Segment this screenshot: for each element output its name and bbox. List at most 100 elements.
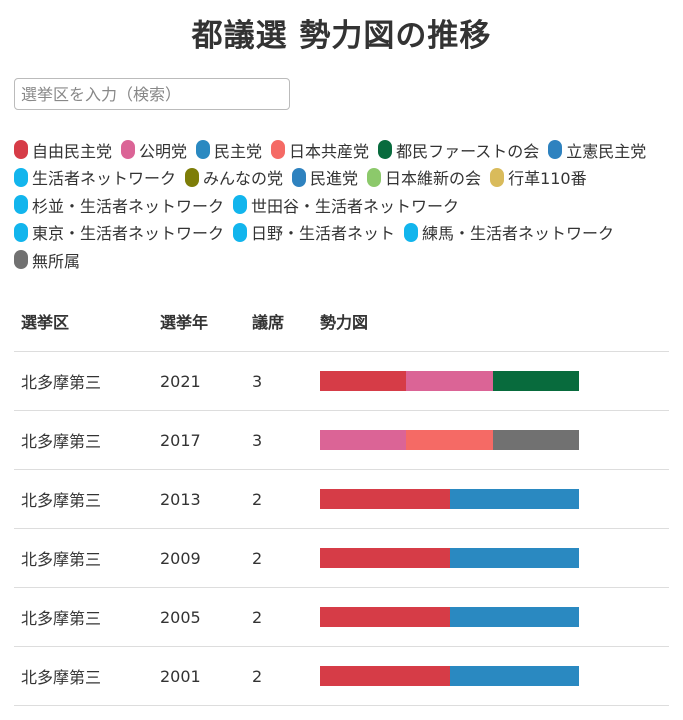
seat-segment bbox=[492, 430, 579, 450]
header-seats: 議席 bbox=[245, 291, 313, 352]
legend-label: 公明党 bbox=[139, 141, 188, 161]
legend-item: 東京・生活者ネットワーク bbox=[14, 219, 224, 247]
legend-swatch bbox=[14, 140, 28, 160]
legend: 自由民主党 公明党 民主党 日本共産党 都民ファーストの会 立憲民主党生活者ネットワーク み… bbox=[14, 136, 669, 274]
legend-item: 生活者ネットワーク bbox=[14, 164, 176, 192]
cell-year: 2009 bbox=[153, 528, 245, 588]
legend-swatch bbox=[233, 195, 248, 215]
legend-item: 無所属 bbox=[14, 246, 80, 274]
legend-swatch bbox=[378, 140, 393, 160]
seat-segment bbox=[320, 666, 450, 686]
legend-swatch bbox=[14, 250, 28, 270]
cell-district: 北多摩第三 bbox=[14, 469, 153, 529]
legend-swatch bbox=[233, 222, 248, 242]
legend-label: 東京・生活者ネットワーク bbox=[32, 224, 225, 244]
legend-label: 自由民主党 bbox=[32, 141, 113, 161]
seat-segment bbox=[449, 548, 579, 568]
cell-chart bbox=[313, 587, 669, 647]
legend-item: 世田谷・生活者ネットワーク bbox=[233, 191, 459, 219]
legend-label: 都民ファーストの会 bbox=[396, 141, 540, 161]
legend-swatch bbox=[14, 195, 28, 215]
legend-label: みんなの党 bbox=[203, 169, 284, 189]
table-header-row: 選挙区 選挙年 議席 勢力図 bbox=[14, 291, 669, 352]
legend-item: 都民ファーストの会 bbox=[378, 136, 539, 164]
legend-swatch bbox=[367, 167, 382, 187]
seat-bar bbox=[320, 607, 579, 627]
legend-label: 日野・生活者ネット bbox=[251, 224, 396, 244]
legend-label: 無所属 bbox=[32, 251, 81, 271]
cell-seats: 2 bbox=[245, 587, 313, 647]
seat-segment bbox=[406, 430, 493, 450]
legend-swatch bbox=[185, 167, 200, 187]
legend-swatch bbox=[271, 140, 286, 160]
seat-segment bbox=[320, 548, 450, 568]
seat-bar bbox=[320, 371, 579, 391]
legend-item: みんなの党 bbox=[185, 164, 283, 192]
seat-segment bbox=[492, 371, 579, 391]
cell-seats: 2 bbox=[245, 528, 313, 588]
legend-item: 日本維新の会 bbox=[367, 164, 481, 192]
seat-segment bbox=[449, 666, 579, 686]
legend-swatch bbox=[196, 140, 211, 160]
cell-district: 北多摩第三 bbox=[14, 410, 153, 470]
page-title: 都議選 勢力図の推移 bbox=[191, 18, 492, 54]
legend-item: 民進党 bbox=[292, 164, 358, 192]
cell-seats: 3 bbox=[245, 351, 313, 411]
legend-label: 日本共産党 bbox=[289, 141, 370, 161]
cell-district: 北多摩第三 bbox=[14, 646, 153, 706]
cell-year: 2021 bbox=[153, 351, 245, 411]
legend-label: 生活者ネットワーク bbox=[32, 169, 177, 189]
table-row: 北多摩第三 2017 3 bbox=[14, 410, 669, 470]
legend-swatch bbox=[404, 222, 419, 242]
legend-item: 練馬・生活者ネットワーク bbox=[404, 219, 614, 247]
legend-item: 日本共産党 bbox=[271, 136, 369, 164]
cell-seats: 2 bbox=[245, 469, 313, 529]
legend-label: 民進党 bbox=[310, 169, 359, 189]
cell-district: 北多摩第三 bbox=[14, 528, 153, 588]
cell-year: 2001 bbox=[153, 646, 245, 706]
seat-segment bbox=[320, 430, 407, 450]
table-row: 北多摩第三 2013 2 bbox=[14, 469, 669, 529]
seat-bar bbox=[320, 666, 579, 686]
cell-year: 2013 bbox=[153, 469, 245, 529]
legend-label: 杉並・生活者ネットワーク bbox=[32, 196, 225, 216]
table-row: 北多摩第三 2009 2 bbox=[14, 528, 669, 588]
legend-item: 日野・生活者ネット bbox=[233, 219, 395, 247]
seat-segment bbox=[320, 489, 450, 509]
legend-swatch bbox=[490, 167, 505, 187]
header-chart: 勢力図 bbox=[313, 291, 669, 352]
legend-item: 杉並・生活者ネットワーク bbox=[14, 191, 224, 219]
results-table: 選挙区 選挙年 議席 勢力図 北多摩第三 2021 3 北多摩第三 2017 3 北多摩第三… bbox=[14, 291, 669, 706]
table-row: 北多摩第三 2021 3 bbox=[14, 351, 669, 411]
legend-item: 公明党 bbox=[121, 136, 187, 164]
seat-segment bbox=[449, 489, 579, 509]
seat-bar bbox=[320, 489, 579, 509]
seat-segment bbox=[406, 371, 493, 391]
legend-label: 立憲民主党 bbox=[566, 141, 647, 161]
legend-item: 民主党 bbox=[196, 136, 262, 164]
header-year: 選挙年 bbox=[153, 291, 245, 352]
table-row: 北多摩第三 2001 2 bbox=[14, 646, 669, 706]
table-body: 北多摩第三 2021 3 北多摩第三 2017 3 北多摩第三 2013 2 北多摩第三 2009 2… bbox=[14, 351, 669, 706]
legend-label: 行革110番 bbox=[508, 169, 587, 189]
cell-chart bbox=[313, 469, 669, 529]
cell-seats: 3 bbox=[245, 410, 313, 470]
legend-label: 民主党 bbox=[214, 141, 263, 161]
seat-segment bbox=[449, 607, 579, 627]
legend-swatch bbox=[14, 167, 28, 187]
header-district: 選挙区 bbox=[14, 291, 153, 352]
legend-swatch bbox=[292, 167, 307, 187]
legend-label: 練馬・生活者ネットワーク bbox=[422, 224, 615, 244]
legend-label: 世田谷・生活者ネットワーク bbox=[251, 196, 460, 216]
cell-chart bbox=[313, 646, 669, 706]
legend-swatch bbox=[14, 222, 28, 242]
cell-district: 北多摩第三 bbox=[14, 351, 153, 411]
seat-segment bbox=[320, 371, 407, 391]
seat-bar bbox=[320, 430, 579, 450]
legend-item: 立憲民主党 bbox=[548, 136, 646, 164]
cell-year: 2005 bbox=[153, 587, 245, 647]
legend-item: 自由民主党 bbox=[14, 136, 112, 164]
search-input[interactable] bbox=[14, 78, 290, 110]
cell-seats: 2 bbox=[245, 646, 313, 706]
legend-item: 行革110番 bbox=[490, 164, 587, 192]
